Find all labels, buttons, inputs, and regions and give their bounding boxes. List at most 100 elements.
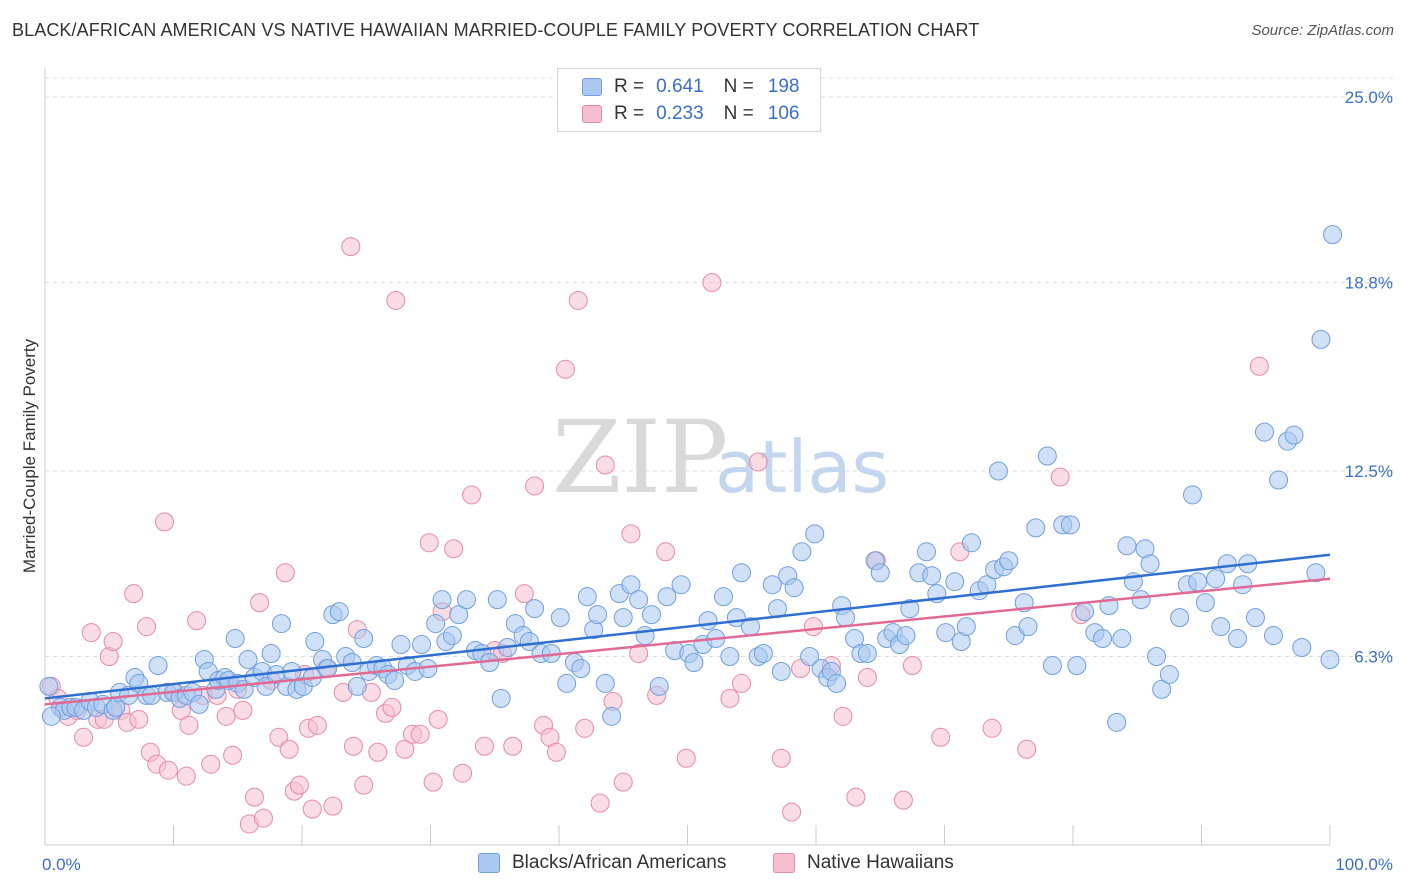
data-point-native-hawaiians [410, 724, 430, 744]
data-point-native-hawaiians [803, 617, 823, 637]
data-point-native-hawaiians [187, 611, 207, 631]
data-point-blacks [1117, 536, 1137, 556]
stats-legend: R = 0.641 N = 198 R = 0.233 N = 106 [557, 68, 821, 132]
n-value-blacks: 198 [767, 76, 800, 97]
data-point-blacks [1067, 655, 1087, 675]
data-point-native-hawaiians [857, 667, 877, 687]
data-point-blacks [753, 644, 773, 664]
data-point-native-hawaiians [279, 739, 299, 759]
data-point-blacks [635, 626, 655, 646]
data-point-native-hawaiians [74, 727, 94, 747]
data-point-native-hawaiians [233, 700, 253, 720]
data-point-blacks [39, 676, 59, 696]
data-point-blacks [805, 524, 825, 544]
data-point-native-hawaiians [1249, 356, 1269, 376]
data-point-blacks [671, 575, 691, 595]
data-point-native-hawaiians [124, 584, 144, 604]
data-point-native-hawaiians [307, 715, 327, 735]
data-point-blacks [731, 563, 751, 583]
data-point-blacks [588, 605, 608, 625]
data-point-native-hawaiians [656, 542, 676, 562]
data-point-native-hawaiians [244, 787, 264, 807]
data-point-blacks [784, 578, 804, 598]
data-point-blacks [792, 542, 812, 562]
data-point-native-hawaiians [575, 718, 595, 738]
data-point-native-hawaiians [81, 623, 101, 643]
data-point-native-hawaiians [129, 709, 149, 729]
chart-title: BLACK/AFRICAN AMERICAN VS NATIVE HAWAIIA… [12, 20, 980, 40]
data-point-blacks [1112, 629, 1132, 649]
data-point-blacks [922, 566, 942, 586]
legend-swatch-blue [478, 853, 500, 873]
data-point-blacks [1227, 629, 1247, 649]
data-point-native-hawaiians [382, 697, 402, 717]
data-point-blacks [271, 614, 291, 634]
data-point-blacks [1284, 425, 1304, 445]
data-point-blacks [1140, 554, 1160, 574]
data-point-blacks [1292, 638, 1312, 658]
data-point-blacks [225, 629, 245, 649]
data-point-native-hawaiians [428, 709, 448, 729]
data-point-blacks [1306, 563, 1326, 583]
data-point-blacks [936, 623, 956, 643]
data-point-blacks [900, 599, 920, 619]
trend-lines [44, 553, 1331, 706]
data-point-blacks [857, 644, 877, 664]
data-point-native-hawaiians [514, 584, 534, 604]
data-point-native-hawaiians [1050, 467, 1070, 487]
data-point-blacks [621, 575, 641, 595]
data-point-blacks [1233, 575, 1253, 595]
source-label: Source: ZipAtlas.com [1251, 22, 1394, 39]
x-tick-label: 0.0% [42, 855, 81, 874]
data-point-native-hawaiians [386, 290, 406, 310]
tick-labels: 6.3% 12.5% 18.8% 25.0% 0.0% 100.0% [42, 88, 1393, 874]
data-point-blacks [329, 602, 349, 622]
data-point-native-hawaiians [253, 808, 273, 828]
data-point-blacks [1093, 629, 1113, 649]
native-hawaiians-points [41, 237, 1269, 834]
data-point-blacks [148, 655, 168, 675]
data-point-native-hawaiians [931, 727, 951, 747]
x-tick-label: 100.0% [1335, 855, 1393, 874]
data-point-blacks [684, 652, 704, 672]
r-label: R = [614, 103, 645, 124]
data-point-native-hawaiians [833, 706, 853, 726]
data-point-blacks [827, 673, 847, 693]
data-point-blacks [577, 587, 597, 607]
data-point-blacks [305, 632, 325, 652]
data-point-blacks [385, 670, 405, 690]
data-point-blacks [412, 635, 432, 655]
data-point-blacks [1026, 518, 1046, 538]
data-point-blacks [487, 590, 507, 610]
stats-legend-row-hawaiians: R = 0.233 N = 106 [582, 102, 799, 126]
data-point-blacks [1170, 608, 1190, 628]
data-point-blacks [629, 590, 649, 610]
stats-legend-row-blacks: R = 0.641 N = 198 [582, 75, 799, 99]
data-point-blacks [945, 572, 965, 592]
data-point-blacks [1320, 649, 1340, 669]
data-point-native-hawaiians [341, 237, 361, 257]
data-point-native-hawaiians [771, 748, 791, 768]
data-point-blacks [698, 611, 718, 631]
data-point-native-hawaiians [419, 533, 439, 553]
data-point-native-hawaiians [423, 772, 443, 792]
data-point-native-hawaiians [613, 772, 633, 792]
data-point-blacks [1183, 485, 1203, 505]
data-point-blacks [1311, 329, 1331, 349]
data-point-blacks [1211, 617, 1231, 637]
data-point-blacks [713, 587, 733, 607]
data-point-blacks [354, 629, 374, 649]
data-point-native-hawaiians [748, 452, 768, 472]
data-point-native-hawaiians [902, 655, 922, 675]
data-point-native-hawaiians [179, 715, 199, 735]
data-point-blacks [1206, 569, 1226, 589]
data-point-blacks [870, 563, 890, 583]
trend-line-blacks [44, 553, 1331, 700]
data-point-native-hawaiians [546, 742, 566, 762]
data-point-native-hawaiians [1017, 739, 1037, 759]
data-point-native-hawaiians [354, 775, 374, 795]
data-point-native-hawaiians [275, 563, 295, 583]
watermark-atlas: atlas [715, 425, 889, 509]
data-point-blacks [238, 649, 258, 669]
